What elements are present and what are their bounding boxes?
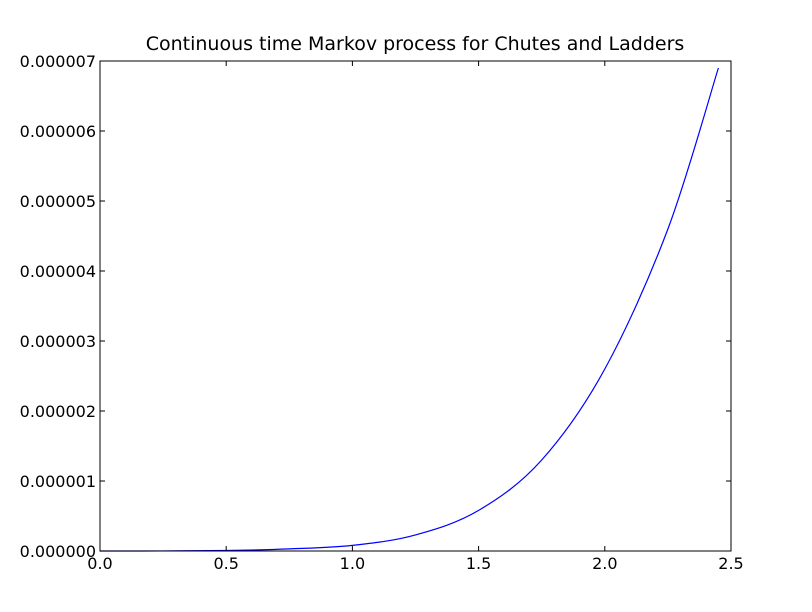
y-tick-label: 0.000003 <box>20 332 96 351</box>
x-tick-label: 0.0 <box>87 554 112 573</box>
plot-background <box>100 61 731 551</box>
x-tick-label: 0.5 <box>213 554 238 573</box>
y-tick-label: 0.000004 <box>20 262 96 281</box>
x-tick-label: 1.0 <box>340 554 365 573</box>
y-tick-label: 0.000002 <box>20 402 96 421</box>
y-tick-label: 0.000006 <box>20 122 96 141</box>
plot-frame <box>99 60 732 552</box>
y-tick-label: 0.000001 <box>20 472 96 491</box>
x-tick-label: 1.5 <box>466 554 491 573</box>
y-axis: 0.000000 0.000001 0.000002 0.000003 0.000004… <box>20 52 731 561</box>
x-axis: 0.0 0.5 1.0 1.5 2.0 2.5 <box>87 61 744 573</box>
x-tick-label: 2.5 <box>718 554 743 573</box>
y-tick-label: 0.000000 <box>20 542 96 561</box>
y-tick-label: 0.000005 <box>20 192 96 211</box>
x-tick-label: 2.0 <box>592 554 617 573</box>
chart-title: Continuous time Markov process for Chute… <box>146 33 685 55</box>
y-tick-label: 0.000007 <box>20 52 96 71</box>
